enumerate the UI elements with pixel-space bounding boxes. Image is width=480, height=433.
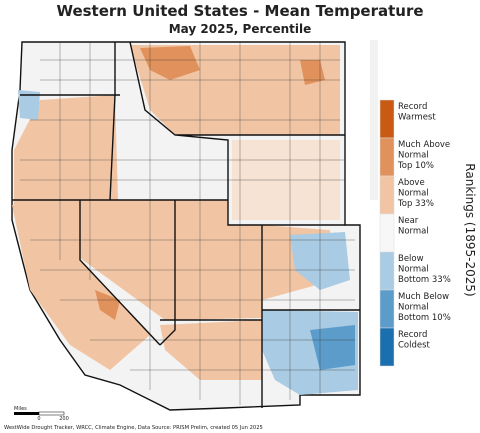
legend-swatch — [379, 137, 395, 177]
legend-label: Warmest — [398, 113, 436, 123]
legend-swatch — [379, 175, 395, 215]
legend-label: Bottom 33% — [398, 275, 451, 285]
legend-label: Much Below — [398, 292, 449, 302]
legend-label: Above — [398, 178, 425, 188]
map-edge — [370, 40, 378, 200]
legend-label: Top 10% — [397, 161, 434, 171]
legend-swatch — [379, 251, 395, 291]
map — [11, 40, 378, 411]
subtitle: May 2025, Percentile — [169, 22, 312, 36]
legend-label: Normal — [398, 303, 429, 313]
legend-label: Normal — [398, 227, 429, 237]
scale-tick: 0 — [37, 416, 40, 422]
legend-label: Top 33% — [397, 199, 434, 209]
scale-title: Miles — [14, 406, 27, 412]
scale-segment — [38, 411, 65, 416]
legend-label: Bottom 10% — [398, 313, 451, 323]
county-lines — [20, 42, 355, 405]
legend-label: Record — [398, 330, 427, 340]
legend-label: Normal — [398, 151, 429, 161]
footer-credit: WestWide Drought Tracker, WRCC, Climate … — [4, 425, 263, 431]
legend-swatch — [379, 327, 395, 367]
legend-swatch — [379, 289, 395, 329]
legend-label: Record — [398, 102, 427, 112]
scale-segment — [14, 412, 39, 415]
scale-tick: 200 — [59, 416, 69, 422]
legend-label: Much Above — [398, 140, 450, 150]
legend-label: Normal — [398, 265, 429, 275]
much-below-area — [310, 325, 355, 370]
title: Western United States - Mean Temperature — [56, 2, 423, 20]
much-above-areas — [95, 46, 325, 320]
legend-label: Below — [398, 254, 424, 264]
legend-label: Coldest — [398, 341, 431, 351]
legend-title: Rankings (1895-2025) — [463, 163, 477, 296]
scale-bar: Miles 0 200 — [14, 406, 69, 422]
legend-label: Near — [398, 216, 419, 226]
legend-swatch — [379, 99, 395, 139]
legend-swatch — [379, 213, 395, 253]
state-borders — [12, 41, 360, 408]
legend-label: Normal — [398, 189, 429, 199]
